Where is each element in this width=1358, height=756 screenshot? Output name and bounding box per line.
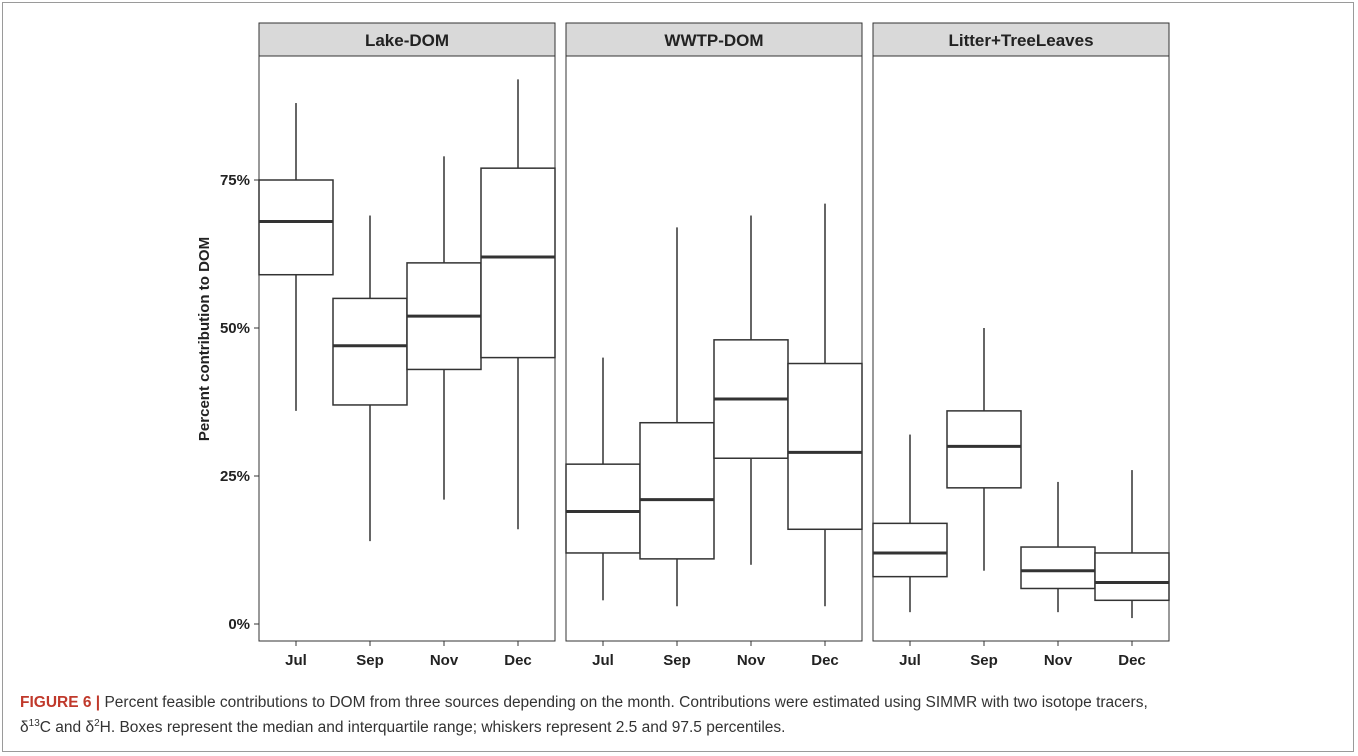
- iqr-box: [480, 167, 556, 359]
- panel-border: [872, 55, 1170, 642]
- x-tick-label: Dec: [504, 652, 532, 669]
- caption-c-element: C and: [39, 719, 86, 736]
- panel-strip: [258, 22, 556, 57]
- y-tick-label: 0%: [228, 616, 250, 633]
- iqr-box: [565, 463, 641, 554]
- iqr-box: [332, 297, 408, 406]
- panel-strip-label: Lake-DOM: [365, 31, 449, 50]
- x-tick-label: Nov: [1044, 652, 1073, 669]
- x-tick-label: Dec: [1118, 652, 1146, 669]
- x-tick-label: Jul: [285, 652, 307, 669]
- iqr-box: [946, 410, 1022, 489]
- iqr-box: [787, 362, 863, 531]
- figure-caption: FIGURE 6 | Percent feasible contribution…: [20, 690, 1340, 740]
- iqr-box: [1020, 546, 1096, 590]
- panel-strip-label: Litter+TreeLeaves: [948, 31, 1093, 50]
- panel-strip: [872, 22, 1170, 57]
- caption-h-element: H. Boxes represent the median and interq…: [99, 719, 786, 736]
- panel-border: [565, 55, 863, 642]
- iqr-box: [639, 421, 715, 560]
- x-tick-label: Nov: [737, 652, 766, 669]
- caption-delta-c: δ: [20, 719, 29, 736]
- x-tick-label: Jul: [899, 652, 921, 669]
- caption-separator: |: [95, 694, 101, 711]
- y-tick-label: 25%: [220, 468, 250, 485]
- panel-strip: [565, 22, 863, 57]
- caption-delta-h: δ: [85, 719, 95, 736]
- y-axis-title: Percent contribution to DOM: [196, 237, 213, 441]
- iqr-box: [1094, 552, 1170, 602]
- caption-label: FIGURE 6: [20, 694, 92, 711]
- y-tick-label: 75%: [220, 172, 250, 189]
- caption-c-mass: 13: [28, 717, 40, 729]
- iqr-box: [258, 179, 334, 276]
- caption-h-mass: 2: [94, 717, 100, 729]
- x-tick-label: Sep: [970, 652, 998, 669]
- y-tick-label: 50%: [220, 320, 250, 337]
- x-tick-label: Dec: [811, 652, 839, 669]
- x-tick-label: Nov: [430, 652, 459, 669]
- x-tick-label: Sep: [663, 652, 691, 669]
- boxplot-chart: 0% 25% 50% 75% Percent contribution to DOM La…: [196, 22, 1170, 669]
- iqr-box: [872, 522, 948, 578]
- x-tick-label: Sep: [356, 652, 384, 669]
- panel-strip-label: WWTP-DOM: [664, 31, 763, 50]
- x-tick-label: Jul: [592, 652, 614, 669]
- caption-text-line1: Percent feasible contributions to DOM fr…: [104, 694, 1148, 711]
